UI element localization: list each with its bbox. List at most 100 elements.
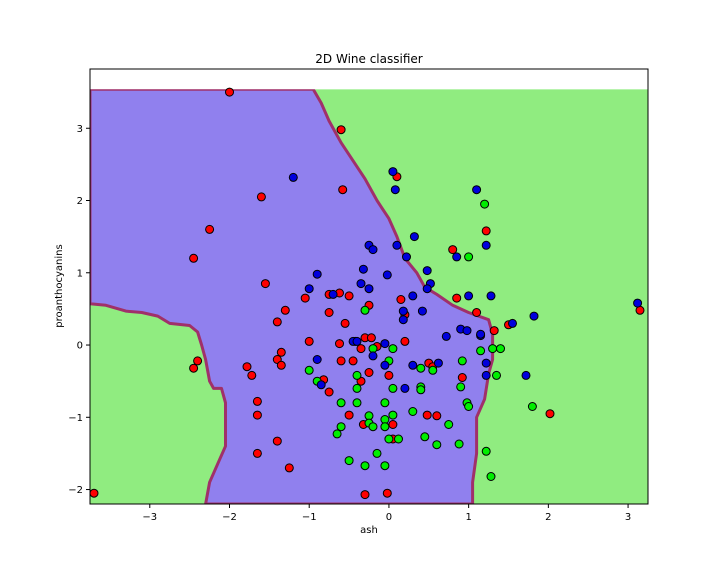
point-class_1 <box>360 305 370 315</box>
point-class_2 <box>398 306 408 316</box>
x-tick-label: 0 <box>386 512 392 523</box>
point-class_1 <box>496 344 505 354</box>
point-class_0 <box>344 291 354 301</box>
point-class_1 <box>380 461 390 471</box>
point-class_1 <box>344 456 354 466</box>
point-class_2 <box>481 240 491 250</box>
point-class_0 <box>225 87 234 97</box>
plot-area <box>90 69 648 504</box>
point-class_1 <box>352 383 362 393</box>
point-class_1 <box>480 199 490 209</box>
point-class_1 <box>304 365 314 375</box>
point-class_0 <box>247 370 257 380</box>
region-uncovered <box>90 69 648 90</box>
point-class_2 <box>472 185 482 195</box>
point-class_0 <box>344 410 354 420</box>
point-class_1 <box>380 422 390 432</box>
point-class_1 <box>420 432 430 442</box>
x-tick-label: 2 <box>545 512 551 523</box>
point-class_1 <box>492 370 501 380</box>
point-class_0 <box>400 336 410 346</box>
point-class_1 <box>408 407 418 416</box>
point-class_1 <box>368 422 378 432</box>
x-tick-label: −3 <box>142 512 157 523</box>
point-class_2 <box>408 291 418 301</box>
point-class_1 <box>388 383 398 393</box>
point-class_0 <box>384 370 394 380</box>
point-class_2 <box>433 358 443 368</box>
point-class_0 <box>336 125 346 135</box>
point-class_0 <box>304 336 314 346</box>
y-tick-label: −2 <box>68 485 83 496</box>
point-class_0 <box>252 448 262 458</box>
point-class_2 <box>521 370 531 380</box>
point-class_0 <box>276 360 286 370</box>
point-class_0 <box>388 420 398 429</box>
point-class_2 <box>312 355 322 364</box>
point-class_2 <box>452 252 462 262</box>
point-class_2 <box>390 185 400 195</box>
y-tick-label: 2 <box>77 196 83 207</box>
point-class_2 <box>352 336 362 346</box>
point-class_2 <box>392 240 402 250</box>
point-class_1 <box>464 402 474 411</box>
y-tick-label: 1 <box>77 268 83 279</box>
point-class_2 <box>422 284 432 294</box>
point-class_0 <box>276 347 286 357</box>
point-class_1 <box>388 410 398 420</box>
x-tick-label: 3 <box>625 512 631 523</box>
point-class_1 <box>364 411 374 421</box>
y-tick-label: −1 <box>68 413 83 424</box>
point-class_0 <box>432 411 442 421</box>
x-axis: −3 −2 −1 0 1 2 3 <box>142 504 631 523</box>
point-class_1 <box>394 434 403 444</box>
x-tick-label: 1 <box>465 512 471 523</box>
point-class_2 <box>481 370 491 380</box>
point-class_2 <box>402 252 411 262</box>
point-class_2 <box>388 167 398 177</box>
point-class_2 <box>364 284 374 294</box>
point-class_0 <box>272 436 282 446</box>
point-class_0 <box>360 490 370 500</box>
point-class_0 <box>260 279 270 289</box>
point-class_2 <box>462 326 472 336</box>
point-class_0 <box>189 253 199 263</box>
point-class_0 <box>364 368 374 377</box>
point-class_2 <box>288 172 298 182</box>
point-class_2 <box>508 318 517 328</box>
point-class_1 <box>454 439 464 449</box>
series-class_2 <box>288 167 643 393</box>
point-class_0 <box>452 293 462 303</box>
point-class_1 <box>457 356 467 366</box>
y-tick-label: 0 <box>77 341 83 352</box>
point-class_1 <box>488 344 498 354</box>
point-class_0 <box>457 373 467 382</box>
point-class_2 <box>476 329 486 339</box>
point-class_0 <box>205 224 215 234</box>
plot-frame <box>89 68 649 505</box>
point-class_2 <box>441 331 451 341</box>
point-class_2 <box>312 269 322 279</box>
point-class_0 <box>448 245 458 255</box>
point-class_2 <box>316 380 326 390</box>
point-class_1 <box>527 402 537 411</box>
point-class_1 <box>336 398 346 408</box>
point-class_0 <box>366 333 376 343</box>
point-class_0 <box>90 488 99 498</box>
point-class_2 <box>400 383 410 393</box>
point-class_2 <box>417 306 427 316</box>
point-class_0 <box>252 410 262 420</box>
x-axis-label: ash <box>360 525 378 536</box>
chart-title: 2D Wine classifier <box>315 52 422 66</box>
point-class_1 <box>444 420 454 429</box>
y-axis: −2 −1 0 1 2 3 <box>68 124 90 496</box>
point-class_1 <box>352 370 362 380</box>
point-class_0 <box>256 192 266 202</box>
point-class_0 <box>193 356 203 366</box>
point-class_2 <box>380 360 390 370</box>
point-class_0 <box>382 488 392 498</box>
point-class_1 <box>336 422 346 432</box>
point-class_2 <box>408 360 418 370</box>
point-class_0 <box>481 226 491 236</box>
point-class_2 <box>368 351 378 361</box>
